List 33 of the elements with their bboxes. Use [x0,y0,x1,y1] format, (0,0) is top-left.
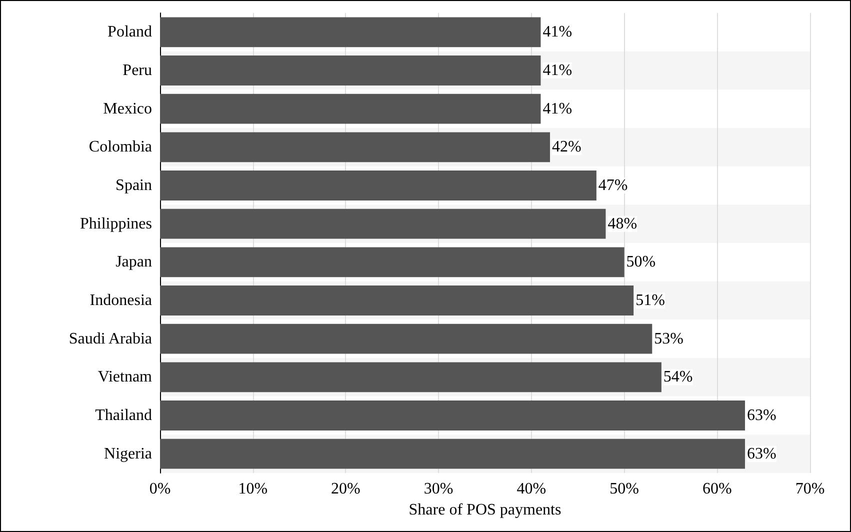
y-tick-label: Vietnam [98,368,153,386]
y-tick-label: Indonesia [90,292,152,309]
data-label: 47% [598,177,628,194]
y-tick-label: Japan [116,254,152,271]
y-tick-label: Colombia [88,138,152,156]
y-tick-label: Saudi Arabia [68,330,152,348]
y-tick-label: Peru [122,62,152,79]
x-tick-label: 30% [424,480,454,498]
y-tick-label: Spain [116,177,152,194]
x-tick-label: 10% [238,480,268,498]
data-label: 51% [636,292,665,309]
x-axis-title: Share of POS payments [408,501,562,518]
y-tick-label: Poland [108,24,152,41]
y-tick-label: Nigeria [104,445,152,462]
x-tick-label: 60% [702,480,732,498]
data-label: 41% [542,100,572,118]
data-label: 63% [747,445,776,462]
x-tick-label: 20% [331,480,360,498]
x-tick-label: 50% [610,480,639,498]
y-tick-label: Philippines [80,215,152,232]
data-label: 41% [542,24,572,41]
data-label: 48% [608,215,638,232]
x-tick-label: 0% [149,480,171,498]
x-tick-label: 40% [516,480,546,498]
data-label: 53% [654,330,684,348]
data-label: 50% [626,254,656,271]
y-tick-label: Mexico [103,100,152,118]
data-label: 54% [663,368,693,386]
data-label: 63% [747,407,776,424]
data-label: 41% [542,62,572,79]
y-tick-label: Thailand [95,407,152,424]
data-label: 42% [552,138,582,156]
x-tick-label: 70% [795,480,825,498]
